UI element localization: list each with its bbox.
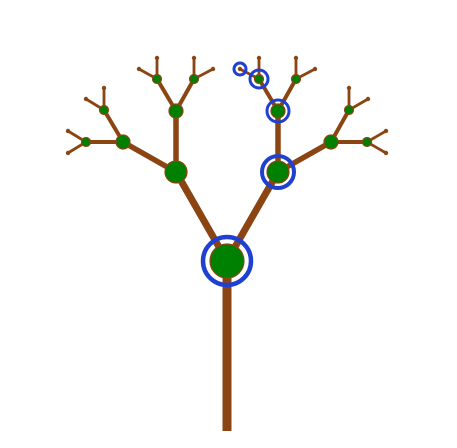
highlight-ring-root bbox=[200, 234, 254, 288]
tree-node-lrr bbox=[188, 73, 200, 85]
leaf-tip-rlrr bbox=[312, 66, 318, 72]
leaf-tip-lrrl bbox=[191, 55, 197, 61]
highlight-rings bbox=[200, 61, 296, 288]
tree-node-root bbox=[209, 243, 245, 279]
leaf-tip-lrll bbox=[136, 66, 142, 72]
leaf-tip-lrrr bbox=[210, 66, 216, 72]
highlight-ring-r bbox=[260, 154, 296, 190]
leaf-tip-rrrl bbox=[383, 128, 389, 134]
leaf-tip-lrlr bbox=[154, 55, 160, 61]
leaf-tip-lllr bbox=[65, 150, 71, 156]
tree-node-rr bbox=[323, 134, 339, 150]
leaf-tip-rrrr bbox=[383, 150, 389, 156]
tree-nodes bbox=[80, 73, 373, 279]
tree-node-ll bbox=[115, 134, 131, 150]
tree-node-r bbox=[266, 160, 290, 184]
leaf-tip-llrr bbox=[101, 85, 107, 91]
tree-node-l bbox=[164, 160, 188, 184]
leaf-tip-rrlr bbox=[365, 96, 371, 102]
highlight-ring-rll bbox=[248, 68, 270, 90]
tree-node-lll bbox=[80, 136, 92, 148]
tree-node-rll bbox=[253, 73, 265, 85]
tree-node-lrl bbox=[151, 73, 163, 85]
leaf-tip-rlrl bbox=[293, 55, 299, 61]
tree-node-lr bbox=[168, 103, 184, 119]
tree-node-rlr bbox=[290, 73, 302, 85]
tree-node-rl bbox=[270, 103, 286, 119]
tree-node-llr bbox=[98, 104, 110, 116]
tree-node-rrl bbox=[343, 104, 355, 116]
tree-node-rrr bbox=[361, 136, 373, 148]
leaf-tip-rlll bbox=[237, 66, 243, 72]
highlight-ring-rl bbox=[265, 98, 291, 124]
highlight-ring-rlll bbox=[232, 61, 248, 77]
leaf-tip-rllr bbox=[256, 55, 262, 61]
leaf-tip-llrl bbox=[83, 96, 89, 102]
leaf-tip-rrll bbox=[346, 85, 352, 91]
leaf-tip-llll bbox=[65, 128, 71, 134]
